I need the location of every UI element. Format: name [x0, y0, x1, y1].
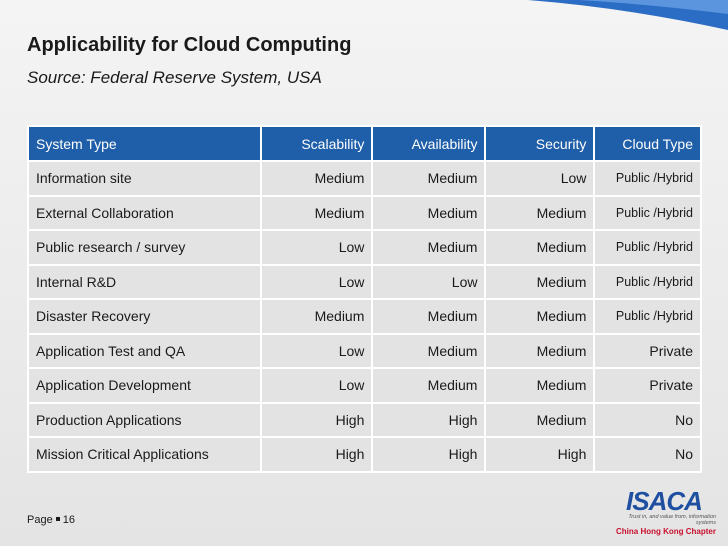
cell: Medium — [371, 298, 487, 335]
cell: High — [371, 436, 487, 473]
logo-name: ISACA — [626, 486, 703, 516]
cell: Low — [484, 160, 596, 197]
table-row: Application Development Low Medium Medium Pr… — [27, 367, 702, 404]
cell: Low — [371, 263, 487, 300]
cell: No — [593, 436, 702, 473]
cell: High — [484, 436, 596, 473]
table-row: Production Applications High High Medium No — [27, 401, 702, 438]
cell: Medium — [371, 194, 487, 231]
cell: Internal R&D — [27, 263, 262, 300]
logo-chapter: China Hong Kong Chapter — [616, 527, 716, 536]
bullet — [55, 517, 60, 521]
header-decoration — [528, 0, 728, 30]
cell: Medium — [371, 229, 487, 266]
cell: Medium — [371, 367, 487, 404]
cell: Public research / survey — [27, 229, 262, 266]
cell: Medium — [371, 332, 487, 369]
cell: Medium — [484, 298, 596, 335]
cell: Public /Hybrid — [593, 298, 702, 335]
cell: Production Applications — [27, 401, 262, 438]
cell: Public /Hybrid — [593, 229, 702, 266]
title: Applicability for Cloud Computing — [27, 34, 352, 56]
column-header: Scalability — [259, 125, 374, 162]
column-header: System Type — [27, 125, 262, 162]
cell: Medium — [371, 160, 487, 197]
subtitle: Source: Federal Reserve System, USA — [27, 68, 322, 87]
table-row: Disaster Recovery Medium Medium Medium Publi… — [27, 298, 702, 335]
cell: Public /Hybrid — [593, 194, 702, 231]
table-row: Public research / survey Low Medium Medium P… — [27, 229, 702, 266]
cell: No — [593, 401, 702, 438]
table-row: Mission Critical Applications High High Hig… — [27, 436, 702, 473]
cell: Low — [259, 263, 374, 300]
column-header: Cloud Type — [593, 125, 702, 162]
cell: High — [371, 401, 487, 438]
cell: Information site — [27, 160, 262, 197]
cell: Medium — [484, 332, 596, 369]
cell: Medium — [259, 298, 374, 335]
table-row: Internal R&D Low Low Medium Public /Hybrid — [27, 263, 702, 300]
page-number: 16 — [62, 514, 75, 526]
cell: High — [259, 436, 374, 473]
cell: Low — [259, 332, 374, 369]
cell: Medium — [484, 367, 596, 404]
cell: Private — [593, 332, 702, 369]
logo: ISACA Trust in, and value from, informat… — [612, 488, 716, 536]
column-header: Security — [484, 125, 596, 162]
cell: Disaster Recovery — [27, 298, 262, 335]
cell: Low — [259, 367, 374, 404]
table: System Type Scalability Availability Securi… — [27, 125, 702, 473]
cell: Private — [593, 367, 702, 404]
cell: Public /Hybrid — [593, 160, 702, 197]
cell: Public /Hybrid — [593, 263, 702, 300]
logo-tagline: Trust in, and value from, information sy… — [628, 514, 716, 526]
table-row: Application Test and QA Low Medium Medium Pr… — [27, 332, 702, 369]
table-row: Information site Medium Medium Low Public /H… — [27, 160, 702, 197]
column-header: Availability — [371, 125, 487, 162]
table-row: External Collaboration Medium Medium Medium… — [27, 194, 702, 231]
cell: Application Test and QA — [27, 332, 262, 369]
cell: External Collaboration — [27, 194, 262, 231]
page-label: Page — [27, 514, 53, 526]
cell: Mission Critical Applications — [27, 436, 262, 473]
cell: Application Development — [27, 367, 262, 404]
cell: Medium — [259, 160, 374, 197]
footer: Page 16 — [27, 514, 75, 526]
cell: Medium — [484, 229, 596, 266]
cell: Medium — [484, 194, 596, 231]
cell: Medium — [259, 194, 374, 231]
cell: Low — [259, 229, 374, 266]
cell: Medium — [484, 401, 596, 438]
cell: High — [259, 401, 374, 438]
cell: Medium — [484, 263, 596, 300]
